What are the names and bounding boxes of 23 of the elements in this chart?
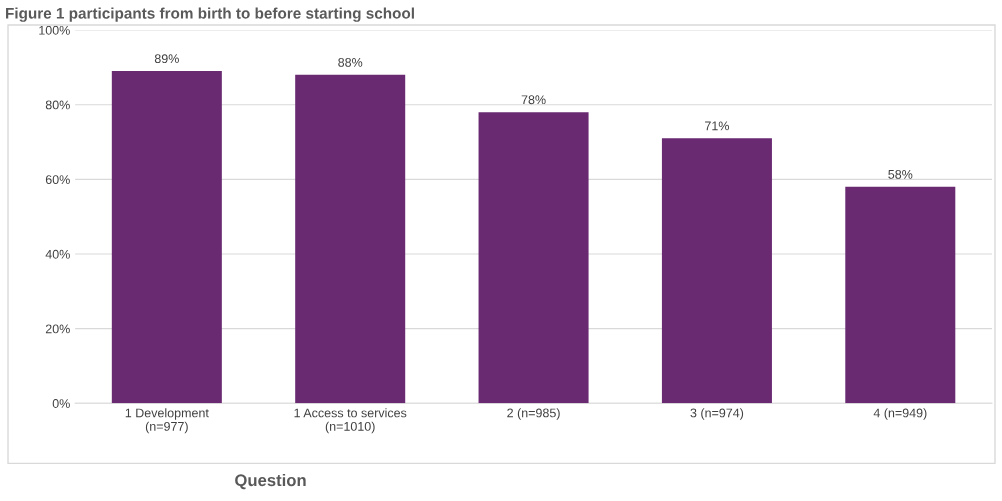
bar	[661, 138, 772, 404]
y-tick-label: 0%	[52, 399, 70, 408]
data-label: 58%	[888, 169, 913, 179]
y-tick-label: 20%	[45, 324, 70, 334]
bar	[845, 186, 956, 404]
y-tick-label: 40%	[45, 249, 70, 259]
x-tick-label: 2 (n=985)	[507, 408, 560, 420]
data-label: 89%	[154, 54, 179, 64]
chart-title: Figure 1 participants from birth to before starting school	[6, 7, 414, 22]
bar	[295, 74, 406, 404]
x-tick-label: 4 (n=949)	[873, 408, 927, 420]
data-label: 71%	[705, 121, 729, 131]
bar	[111, 71, 222, 404]
data-label: 88%	[338, 57, 363, 67]
bar	[478, 112, 589, 404]
y-tick-label: 100%	[39, 25, 70, 35]
y-tick-label: 80%	[45, 100, 70, 110]
x-tick-label: 1 Development (n=977)	[125, 408, 209, 434]
x-tick-label: 3 (n=974)	[690, 408, 744, 420]
x-axis-title: Question	[235, 473, 306, 490]
x-tick-label: 1 Access to services (n=1010)	[294, 408, 407, 434]
y-tick-label: 60%	[45, 175, 70, 185]
data-label: 78%	[521, 95, 546, 105]
